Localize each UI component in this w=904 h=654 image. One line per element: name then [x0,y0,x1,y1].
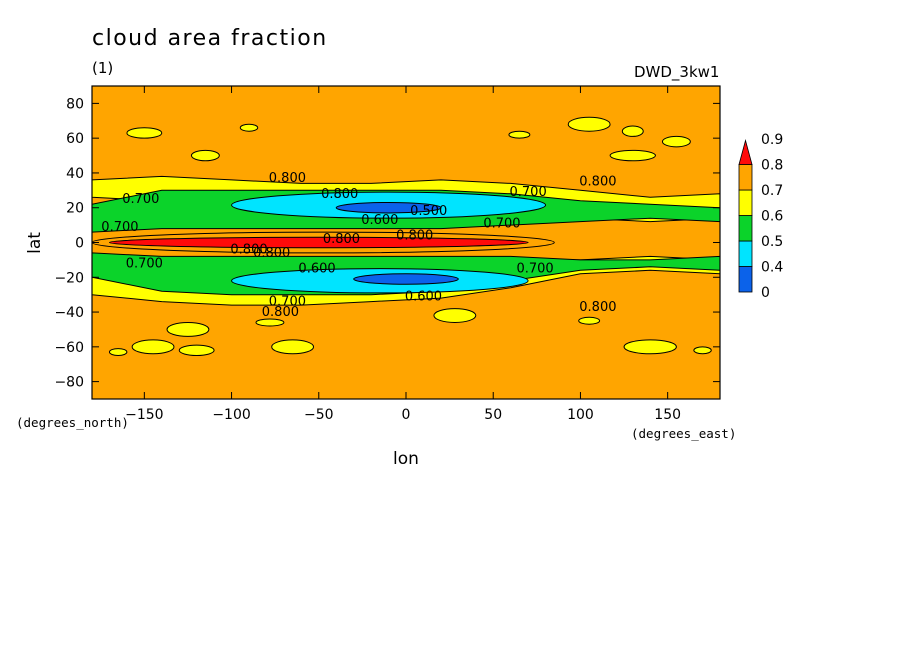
colorbar-label: 0.6 [761,209,783,225]
colorbar-extend-arrow [738,138,753,165]
yellow-patch [271,339,315,355]
yellow-patch [131,339,175,355]
contour-label: 0.800 [262,305,299,320]
colorbar-label: 0.5 [761,234,783,250]
yellow-patch [578,316,601,325]
y-tick-label: −80 [54,375,84,391]
yellow-patch [567,116,611,132]
yellow-patch [108,348,128,357]
contour-label: 0.500 [410,204,447,219]
yellow-patch [178,344,215,357]
model-label: DWD_3kw1 [634,63,719,82]
chart-subtitle: (1) [92,59,113,77]
contour-label: 0.800 [321,187,358,202]
x-tick-label: 150 [654,407,681,423]
chart-title: cloud area fraction [92,26,328,51]
contour-label: 0.800 [579,175,616,190]
colorbar-label: 0.9 [761,132,783,148]
yellow-patch [623,339,677,355]
contour-label: 0.800 [396,229,433,244]
y-axis: −80 −60 −40 −20 0 20 40 60 80 [54,96,720,391]
colorbar-segment [738,240,753,267]
blue-region-north [335,202,442,214]
y-axis-label: lat [25,232,45,254]
yellow-patch [433,308,477,323]
yellow-patch [190,149,220,162]
x-axis: −150 −100 −50 0 50 100 150 [125,86,681,423]
yellow-patch [126,127,163,139]
x-tick-label: −100 [212,407,250,423]
contour-label: 0.800 [323,232,360,247]
contour-label: 0.700 [126,256,163,271]
y-tick-label: 0 [75,236,84,252]
yellow-patch [609,149,656,162]
y-tick-label: 40 [66,166,84,182]
contour-label: 0.700 [101,220,138,235]
yellow-patch [166,321,210,337]
x-tick-label: −150 [125,407,163,423]
contour-label: 0.600 [361,213,398,228]
contour-label: 0.600 [405,289,442,304]
contour-label: 0.700 [516,262,553,277]
colorbar-segment [738,266,753,293]
contour-label: 0.800 [579,300,616,315]
contour-label: 0.700 [122,192,159,207]
y-tick-label: −20 [54,270,84,286]
contour-label: 0.700 [483,216,520,231]
colorbar-segment [738,189,753,216]
yellow-patch [239,123,259,132]
colorbar-segment [738,164,753,191]
y-tick-label: −60 [54,340,84,356]
colorbar-label: 0.4 [761,260,783,276]
y-tick-label: 60 [66,131,84,147]
x-axis-label: lon [393,449,419,469]
contour-label: 0.700 [510,185,547,200]
colorbar-label: 0.8 [761,158,783,174]
y-tick-label: 80 [66,96,84,112]
blue-region-south [353,273,459,285]
y-unit-label: (degrees_north) [16,415,129,430]
x-tick-label: 50 [484,407,502,423]
contour-label: 0.700 [269,295,306,310]
colorbar-legend: 0 0.4 0.5 0.6 0.7 0.8 0.9 [738,132,783,301]
contour-label: 0.600 [298,262,335,277]
contour-label: 0.800 [253,246,290,261]
x-tick-label: 100 [567,407,594,423]
yellow-patch [255,318,285,327]
contour-label: 0.800 [269,171,306,186]
yellow-patch [508,130,531,139]
x-tick-label: 0 [402,407,411,423]
colorbar-label: 0.7 [761,183,783,199]
y-tick-label: 20 [66,201,84,217]
x-unit-label: (degrees_east) [631,426,736,441]
colorbar-label: 0 [761,285,770,301]
yellow-patch [621,125,644,137]
x-tick-label: −50 [304,407,334,423]
colorbar-segment [738,215,753,242]
y-tick-label: −40 [54,305,84,321]
yellow-patch [661,135,691,148]
red-region-equator [108,236,529,249]
contour-label: 0.800 [230,242,267,257]
yellow-patch [693,346,712,355]
